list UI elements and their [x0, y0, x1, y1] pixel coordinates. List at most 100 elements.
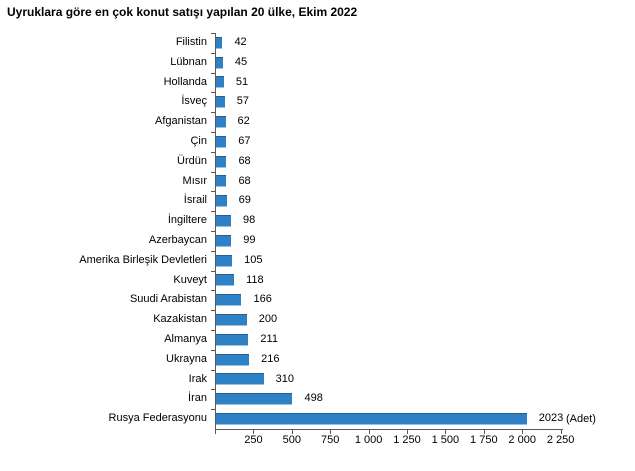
bar: [216, 76, 224, 89]
y-tick-mark: [211, 290, 215, 292]
category-label: Kuveyt: [173, 273, 207, 286]
category-label: Suudi Arabistan: [129, 293, 207, 306]
bar: [216, 56, 223, 69]
bar: [216, 314, 247, 327]
value-label: 105: [244, 253, 263, 266]
y-tick-mark: [211, 151, 215, 153]
category-label: Hollanda: [163, 75, 207, 88]
x-tick-mark: [253, 430, 255, 434]
x-tick-label: 250: [244, 434, 263, 446]
category-label: Filistin: [175, 36, 207, 48]
category-label: Irak: [188, 372, 207, 385]
y-tick-mark: [211, 191, 215, 193]
x-tick-label: 1 000: [354, 434, 383, 446]
y-tick-mark: [211, 310, 215, 312]
bar: [216, 333, 249, 346]
y-tick-mark: [211, 270, 215, 272]
bar: [216, 393, 293, 406]
y-tick-mark: [211, 132, 215, 133]
y-tick-mark: [211, 330, 215, 331]
value-label: 216: [261, 352, 280, 365]
x-tick-label: 750: [321, 434, 340, 446]
category-label: Ürdün: [177, 154, 207, 167]
category-label: Lübnan: [170, 55, 207, 68]
category-label: İran: [188, 392, 207, 405]
bar-row: Ürdün 68: [0, 152, 635, 172]
y-tick-mark: [211, 92, 215, 94]
y-tick-mark: [211, 409, 215, 411]
bar: [216, 116, 226, 129]
bar-row: Filistin 42: [0, 33, 635, 53]
y-tick-mark: [211, 33, 215, 34]
bar-row: Mısır 68: [0, 172, 635, 192]
value-label: 68: [238, 154, 251, 167]
value-label: 498: [304, 392, 323, 405]
category-label: Afganistan: [155, 115, 207, 128]
bar: [216, 155, 227, 168]
category-label: Azerbaycan: [148, 234, 207, 246]
bar: [216, 294, 242, 307]
x-tick-label: 2 250: [546, 434, 575, 446]
value-label: 67: [238, 135, 251, 147]
x-tick-label: 1 250: [393, 434, 421, 446]
value-label: 51: [235, 75, 249, 88]
value-label: 42: [234, 36, 247, 48]
x-axis-line: [215, 429, 563, 430]
x-tick-label: 2 000: [508, 434, 536, 446]
x-tick-mark: [291, 430, 293, 434]
value-label: 62: [237, 115, 250, 128]
category-label: Amerika Birleşik Devletleri: [79, 253, 207, 266]
value-label: 99: [243, 234, 256, 246]
bar-row: Irak 310: [0, 370, 635, 390]
value-label: 166: [253, 293, 272, 306]
value-label: 211: [260, 333, 278, 345]
x-tick-mark: [330, 430, 332, 434]
value-label: 69: [238, 194, 251, 207]
bar-row: İsrail 69: [0, 191, 635, 211]
category-label: İsveç: [181, 95, 207, 108]
bar-row: Amerika Birleşik Devletleri 105: [0, 251, 635, 271]
bar-row: Suudi Arabistan 166: [0, 290, 635, 310]
bar: [216, 353, 250, 366]
bar: [216, 254, 233, 267]
bar: [216, 413, 527, 426]
bar: [216, 373, 264, 386]
x-tick-label: 500: [282, 434, 301, 446]
bar-row: İran 498: [0, 389, 635, 409]
x-tick-label: 1 750: [470, 434, 498, 446]
bar-row: Rusya Federasyonu 2023: [0, 409, 635, 429]
value-label: 2023: [538, 412, 564, 425]
unit-label: (Adet): [566, 413, 596, 426]
y-tick-mark: [211, 389, 215, 391]
category-label: Ukrayna: [166, 352, 207, 365]
bar: [216, 135, 227, 148]
y-tick-mark: [211, 231, 215, 232]
bar: [216, 274, 235, 287]
bar-row: Afganistan 62: [0, 112, 635, 132]
value-label: 200: [258, 313, 278, 326]
bar-row: Hollanda 51: [0, 73, 635, 93]
y-tick-mark: [211, 112, 215, 114]
category-label: Rusya Federasyonu: [108, 412, 207, 425]
bar-row: Çin 67: [0, 132, 635, 152]
bar-row: Ukrayna 216: [0, 350, 635, 370]
category-label: Çin: [190, 135, 207, 147]
bar-row: Azerbaycan 99: [0, 231, 635, 251]
bar-row: İsveç 57: [0, 92, 635, 112]
category-label: İngiltere: [167, 214, 207, 227]
y-tick-mark: [211, 171, 215, 173]
x-tick-mark: [522, 430, 524, 434]
bar-row: Almanya 211: [0, 330, 635, 350]
x-tick-mark: [445, 430, 447, 434]
x-tick-label: 1 500: [431, 434, 460, 446]
category-label: İsrail: [183, 194, 207, 207]
x-tick-mark: [368, 430, 370, 434]
category-label: Almanya: [164, 333, 207, 345]
bar: [216, 234, 232, 247]
value-label: 57: [236, 95, 249, 108]
y-tick-mark: [211, 211, 215, 213]
x-axis-origin-tick: [215, 430, 216, 434]
bar-row: Lübnan 45: [0, 53, 635, 73]
x-tick-mark: [407, 430, 408, 434]
